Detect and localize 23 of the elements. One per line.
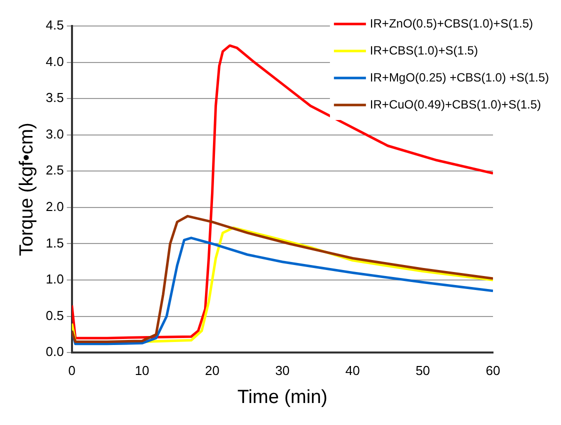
y-tick-label: 4.5: [46, 18, 64, 33]
y-tick-label: 3.0: [46, 126, 64, 142]
y-tick-label: 1.0: [46, 272, 64, 287]
y-tick-label: 2.5: [46, 162, 64, 178]
y-tick-label: 0.0: [46, 344, 64, 360]
x-tick-label: 10: [134, 362, 150, 378]
x-tick-label: 50: [416, 362, 430, 378]
y-tick-label: 1.5: [46, 235, 64, 250]
legend-label: IR+CBS(1.0)+S(1.5): [370, 43, 478, 58]
x-tick-label: 60: [486, 362, 500, 378]
y-tick-label: 4.0: [46, 54, 64, 69]
x-tick-label: 20: [205, 362, 220, 378]
y-axis-title: Torque (kgf•cm): [16, 122, 38, 256]
x-axis-title: Time (min): [237, 386, 328, 408]
y-tick-label: 0.5: [46, 308, 64, 323]
x-tick-label: 30: [275, 362, 290, 378]
legend-label: IR+MgO(0.25) +CBS(1.0) +S(1.5): [370, 70, 550, 84]
x-tick-label: 0: [68, 362, 76, 378]
legend-label: IR+CuO(0.49)+CBS(1.0)+S(1.5): [370, 97, 542, 112]
y-tick-label: 3.5: [46, 90, 64, 106]
x-tick-label: 40: [345, 362, 360, 378]
y-tick-label: 2.0: [46, 199, 64, 214]
legend-label: IR+ZnO(0.5)+CBS(1.0)+S(1.5): [370, 16, 533, 30]
